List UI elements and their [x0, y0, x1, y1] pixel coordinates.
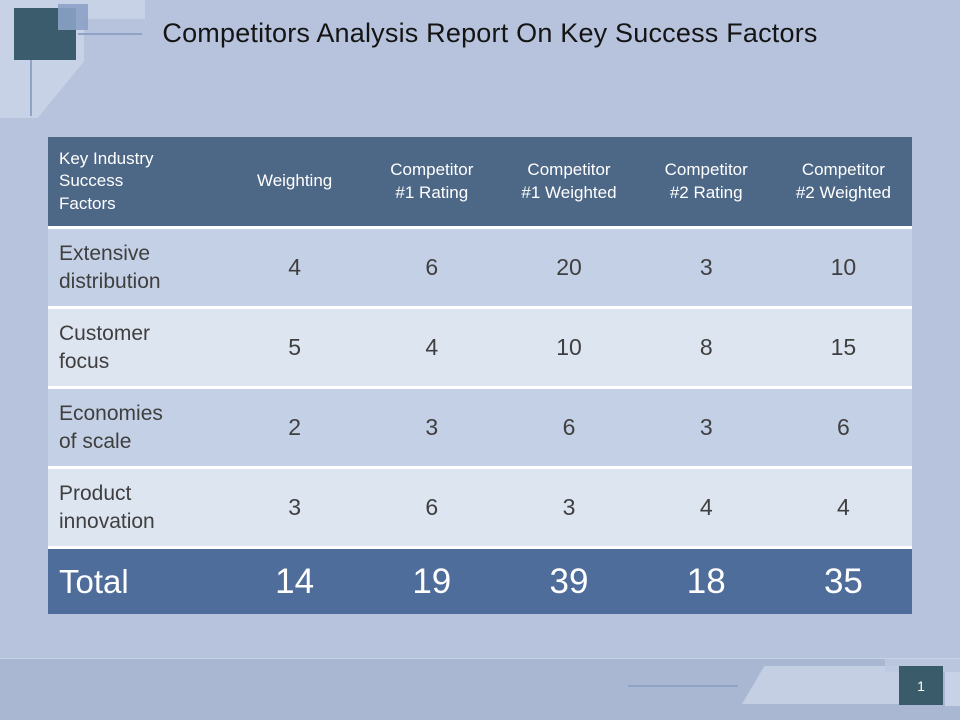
- decoration-polygon: [742, 666, 902, 704]
- row-value: 6: [425, 254, 439, 280]
- row-value: 6: [425, 494, 439, 520]
- row-value: 3: [562, 494, 576, 520]
- header-weighting: Weighting: [256, 171, 333, 191]
- decoration-line-vertical: [30, 60, 32, 116]
- row-value: 8: [699, 334, 713, 360]
- total-value: 18: [686, 561, 726, 601]
- row-value: 2: [288, 414, 301, 440]
- table-row-product-innovation: Product innovation 3 6 3 4 4: [48, 466, 912, 546]
- row-value: 4: [425, 334, 439, 360]
- decoration-mid-square: [58, 4, 88, 30]
- competitors-table: Key Industry Success Factors Weighting C…: [48, 137, 912, 614]
- row-value: 4: [288, 254, 301, 280]
- table-total-row: Total 14 19 39 18 35: [48, 546, 912, 614]
- total-value: 39: [549, 561, 589, 601]
- decoration-strip: [945, 672, 960, 706]
- row-factor-label: Product innovation: [59, 482, 155, 533]
- row-value: 5: [288, 334, 301, 360]
- footer-band: 1: [0, 658, 960, 720]
- row-factor-label: Customer focus: [59, 322, 151, 373]
- total-label: Total: [59, 562, 129, 600]
- page-number: 1: [917, 677, 925, 694]
- total-value: 14: [275, 561, 315, 601]
- slide-title: Competitors Analysis Report On Key Succe…: [162, 18, 818, 48]
- row-value: 3: [699, 414, 713, 440]
- row-value: 4: [837, 494, 850, 520]
- row-value: 6: [562, 414, 576, 440]
- decoration-line-horizontal: [78, 33, 142, 35]
- corner-decoration-top-left: [0, 0, 160, 125]
- table-row-customer-focus: Customer focus 5 4 10 8 15: [48, 306, 912, 386]
- row-value: 15: [830, 334, 857, 360]
- row-value: 10: [556, 334, 582, 360]
- row-value: 10: [830, 254, 857, 280]
- row-value: 3: [288, 494, 301, 520]
- table-row-extensive-distribution: Extensive distribution 4 6 20 3 10: [48, 226, 912, 306]
- header-competitor1-rating: Competitor #1 Rating: [390, 160, 474, 202]
- row-factor-label: Economies of scale: [59, 402, 163, 453]
- header-competitor2-rating: Competitor #2 Rating: [664, 160, 748, 202]
- row-factor-label: Extensive distribution: [59, 242, 161, 293]
- header-key-factors: Key Industry Success Factors: [59, 148, 154, 213]
- page-number-badge: 1: [899, 666, 943, 705]
- row-value: 4: [699, 494, 713, 520]
- table-row-economies-of-scale: Economies of scale 2 3 6 3 6: [48, 386, 912, 466]
- row-value: 20: [556, 254, 582, 280]
- decoration-line-horizontal: [628, 685, 738, 687]
- total-value: 35: [823, 561, 863, 601]
- row-value: 3: [699, 254, 713, 280]
- table-header-row: Key Industry Success Factors Weighting C…: [48, 137, 912, 226]
- row-value: 3: [425, 414, 439, 440]
- header-competitor2-weighted: Competitor #2 Weighted: [795, 160, 891, 202]
- header-competitor1-weighted: Competitor #1 Weighted: [521, 160, 617, 202]
- total-value: 19: [412, 561, 452, 601]
- row-value: 6: [837, 414, 850, 440]
